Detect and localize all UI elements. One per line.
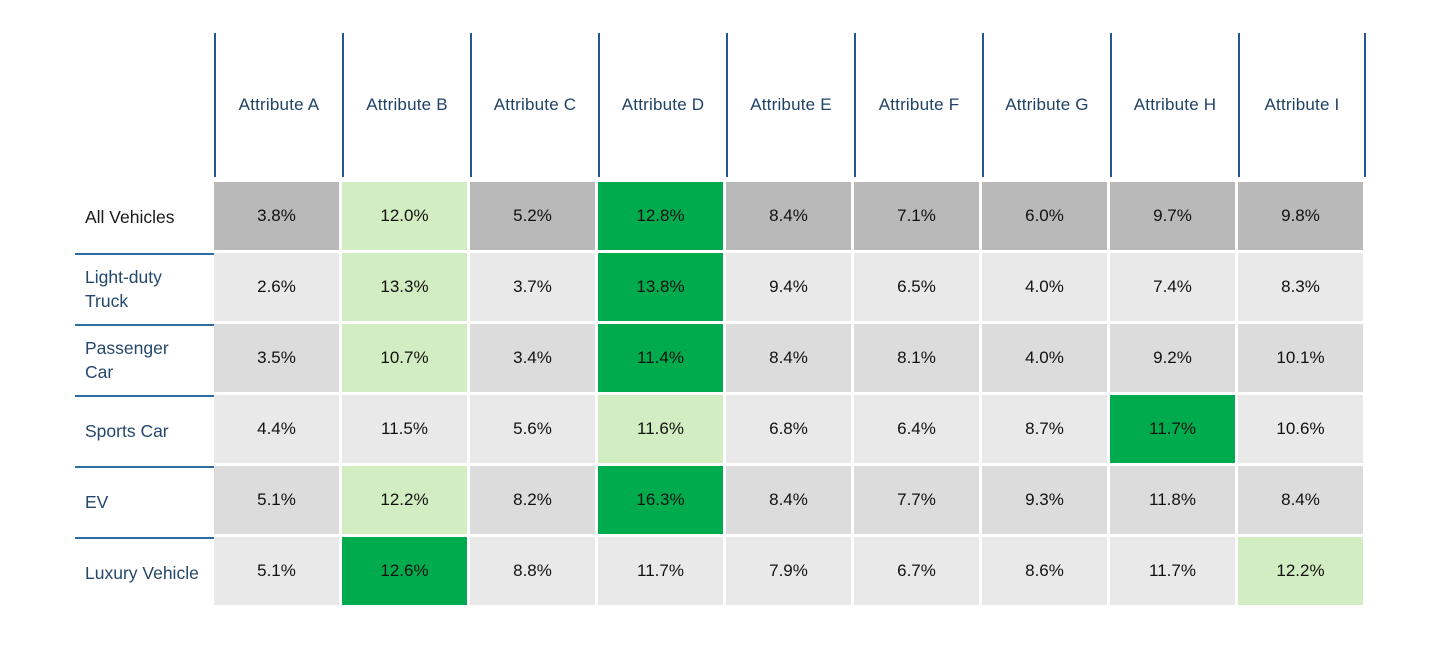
heatmap-cell: 7.4%	[1110, 253, 1238, 324]
heatmap-cell: 8.4%	[1238, 466, 1366, 537]
heatmap-cell: 13.8%	[598, 253, 726, 324]
heatmap-cell: 8.2%	[470, 466, 598, 537]
column-header: Attribute H	[1110, 33, 1238, 177]
heatmap-cell: 12.2%	[1238, 537, 1366, 608]
column-header: Attribute F	[854, 33, 982, 177]
heatmap-cell: 6.0%	[982, 182, 1110, 253]
heatmap-cell: 8.4%	[726, 324, 854, 395]
column-header: Attribute A	[214, 33, 342, 177]
heatmap-cell: 12.0%	[342, 182, 470, 253]
heatmap-cell: 8.3%	[1238, 253, 1366, 324]
vehicle-attribute-heatmap: Attribute A Attribute B Attribute C Attribu…	[75, 33, 1366, 608]
heatmap-cell: 7.7%	[854, 466, 982, 537]
row-label: All Vehicles	[75, 182, 214, 253]
heatmap-cell: 8.6%	[982, 537, 1110, 608]
heatmap-cell: 8.1%	[854, 324, 982, 395]
heatmap-cell: 8.4%	[726, 466, 854, 537]
heatmap-cell: 8.7%	[982, 395, 1110, 466]
column-header: Attribute D	[598, 33, 726, 177]
heatmap-cell: 4.0%	[982, 253, 1110, 324]
heatmap-cell: 12.6%	[342, 537, 470, 608]
heatmap-cell: 12.2%	[342, 466, 470, 537]
heatmap-cell: 3.7%	[470, 253, 598, 324]
heatmap-cell: 5.1%	[214, 466, 342, 537]
heatmap-cell: 11.7%	[598, 537, 726, 608]
row-label: EV	[75, 466, 214, 537]
heatmap-cell: 10.6%	[1238, 395, 1366, 466]
heatmap-cell: 3.8%	[214, 182, 342, 253]
heatmap-cell: 5.2%	[470, 182, 598, 253]
heatmap-cell: 11.7%	[1110, 395, 1238, 466]
heatmap-cell: 4.0%	[982, 324, 1110, 395]
heatmap-cell: 16.3%	[598, 466, 726, 537]
heatmap-cell: 7.1%	[854, 182, 982, 253]
row-label: Light-duty Truck	[75, 253, 214, 324]
heatmap-cell: 6.7%	[854, 537, 982, 608]
column-header: Attribute C	[470, 33, 598, 177]
row-label: Luxury Vehicle	[75, 537, 214, 608]
heatmap-cell: 10.1%	[1238, 324, 1366, 395]
heatmap-cell: 6.4%	[854, 395, 982, 466]
heatmap-cell: 3.4%	[470, 324, 598, 395]
column-header: Attribute I	[1238, 33, 1366, 177]
heatmap-cell: 9.2%	[1110, 324, 1238, 395]
row-label: Passenger Car	[75, 324, 214, 395]
heatmap-cell: 5.1%	[214, 537, 342, 608]
row-label: Sports Car	[75, 395, 214, 466]
heatmap-cell: 4.4%	[214, 395, 342, 466]
heatmap-cell: 8.8%	[470, 537, 598, 608]
corner-cell	[75, 33, 214, 182]
column-header: Attribute E	[726, 33, 854, 177]
heatmap-cell: 5.6%	[470, 395, 598, 466]
heatmap-cell: 12.8%	[598, 182, 726, 253]
heatmap-cell: 3.5%	[214, 324, 342, 395]
heatmap-cell: 13.3%	[342, 253, 470, 324]
heatmap-cell: 9.7%	[1110, 182, 1238, 253]
heatmap-cell: 7.9%	[726, 537, 854, 608]
heatmap-cell: 9.3%	[982, 466, 1110, 537]
heatmap-cell: 6.5%	[854, 253, 982, 324]
heatmap-cell: 11.5%	[342, 395, 470, 466]
heatmap-cell: 6.8%	[726, 395, 854, 466]
heatmap-cell: 9.8%	[1238, 182, 1366, 253]
heatmap-cell: 11.8%	[1110, 466, 1238, 537]
heatmap-cell: 11.6%	[598, 395, 726, 466]
heatmap-cell: 9.4%	[726, 253, 854, 324]
heatmap-cell: 10.7%	[342, 324, 470, 395]
column-header: Attribute B	[342, 33, 470, 177]
heatmap-cell: 8.4%	[726, 182, 854, 253]
heatmap-cell: 11.4%	[598, 324, 726, 395]
column-header: Attribute G	[982, 33, 1110, 177]
heatmap-cell: 11.7%	[1110, 537, 1238, 608]
heatmap-cell: 2.6%	[214, 253, 342, 324]
